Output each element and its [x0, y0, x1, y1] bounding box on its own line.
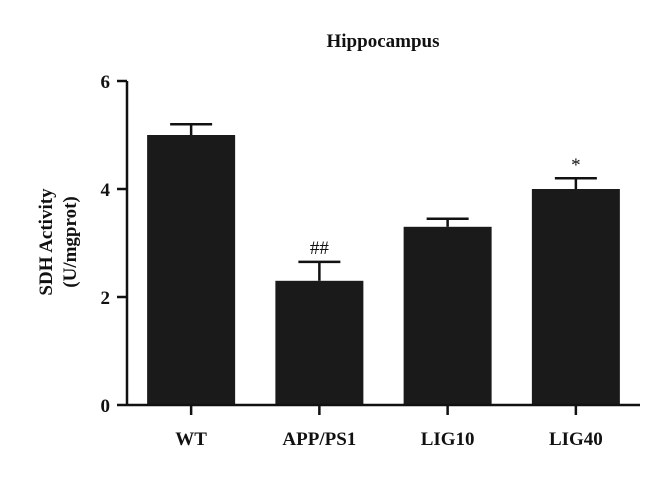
bar [403, 226, 492, 405]
y-axis-label-line2: (U/mgprot) [60, 196, 81, 287]
x-tick-label: APP/PS1 [282, 429, 356, 450]
chart-title: Hippocampus [327, 31, 440, 52]
bar [147, 135, 236, 405]
y-tick-label: 2 [101, 288, 111, 309]
y-tick-label: 6 [101, 72, 111, 93]
x-tick-label: LIG10 [421, 429, 475, 450]
y-axis-label: SDH Activity (U/mgprot) [36, 188, 81, 296]
bar [275, 280, 364, 405]
bar [531, 189, 620, 405]
significance-label: * [571, 155, 581, 176]
y-axis-label-line1: SDH Activity [36, 188, 57, 296]
y-tick-label: 0 [101, 396, 111, 417]
plot-area: 0 2 4 6 WT APP/PS1 ## LIG10 LIG40 * [101, 72, 620, 450]
significance-label: ## [310, 238, 330, 259]
y-tick-label: 4 [101, 180, 111, 201]
x-tick-label: WT [175, 429, 207, 450]
x-tick-label: LIG40 [549, 429, 603, 450]
